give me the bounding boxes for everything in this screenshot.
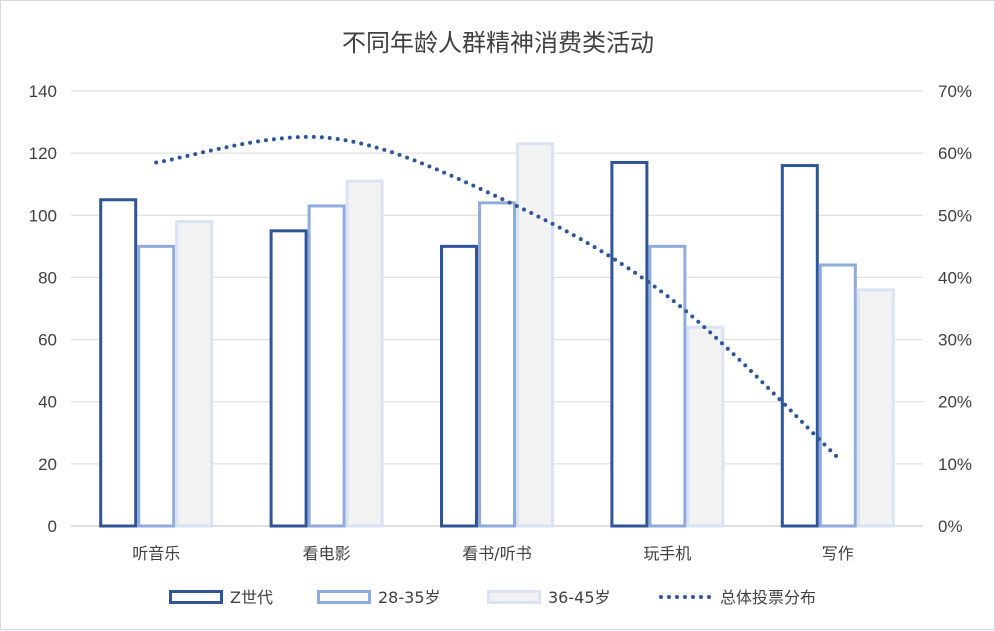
category-label: 写作 <box>822 544 854 563</box>
legend-swatch <box>489 592 540 603</box>
left-tick-label: 140 <box>29 82 57 101</box>
bar <box>139 246 174 526</box>
legend-item: 总体投票分布 <box>661 588 816 607</box>
category-label: 看电影 <box>303 544 351 563</box>
left-tick-label: 100 <box>29 206 57 225</box>
bar <box>688 327 723 526</box>
bar <box>820 265 855 526</box>
legend-label: 36-45岁 <box>548 588 611 607</box>
right-tick-label: 10% <box>938 455 972 474</box>
legend-swatch <box>319 592 370 603</box>
right-tick-label: 0% <box>938 517 963 536</box>
left-tick-label: 40 <box>38 393 57 412</box>
left-tick-label: 60 <box>38 331 57 350</box>
right-tick-label: 70% <box>938 82 972 101</box>
right-tick-label: 60% <box>938 144 972 163</box>
right-tick-label: 20% <box>938 393 972 412</box>
category-label: 听音乐 <box>132 544 180 563</box>
right-axis: 0% 10% 20% 30% 40% 50% 60% 70% <box>938 82 972 536</box>
bar <box>442 246 477 526</box>
left-tick-label: 0 <box>48 517 57 536</box>
left-axis: 0 20 40 60 80 100 120 140 <box>29 82 57 536</box>
bar <box>612 162 647 526</box>
bar-series <box>101 144 894 526</box>
category-label: 玩手机 <box>643 544 691 563</box>
legend-item: 36-45岁 <box>489 588 611 607</box>
legend: Z世代 28-35岁 36-45岁 总体投票分布 <box>171 588 817 607</box>
bar <box>518 144 553 526</box>
right-tick-label: 50% <box>938 206 972 225</box>
bar <box>309 206 344 526</box>
legend-label: Z世代 <box>230 588 273 607</box>
bar <box>101 200 136 526</box>
left-tick-label: 80 <box>38 268 57 287</box>
bar <box>271 231 306 526</box>
legend-label: 28-35岁 <box>378 588 441 607</box>
left-tick-label: 20 <box>38 455 57 474</box>
right-tick-label: 30% <box>938 331 972 350</box>
bar <box>177 222 212 527</box>
right-tick-label: 40% <box>938 268 972 287</box>
legend-item: 28-35岁 <box>319 588 441 607</box>
bar <box>480 203 515 526</box>
bar <box>782 166 817 526</box>
legend-swatch <box>171 592 222 603</box>
left-tick-label: 120 <box>29 144 57 163</box>
category-label: 看书/听书 <box>462 544 531 563</box>
bar <box>347 181 382 526</box>
category-axis: 听音乐 看电影 看书/听书 玩手机 写作 <box>132 544 854 563</box>
legend-item: Z世代 <box>171 588 273 607</box>
legend-label: 总体投票分布 <box>720 588 816 607</box>
chart-title: 不同年龄人群精神消费类活动 <box>342 29 654 57</box>
bar <box>858 290 893 526</box>
